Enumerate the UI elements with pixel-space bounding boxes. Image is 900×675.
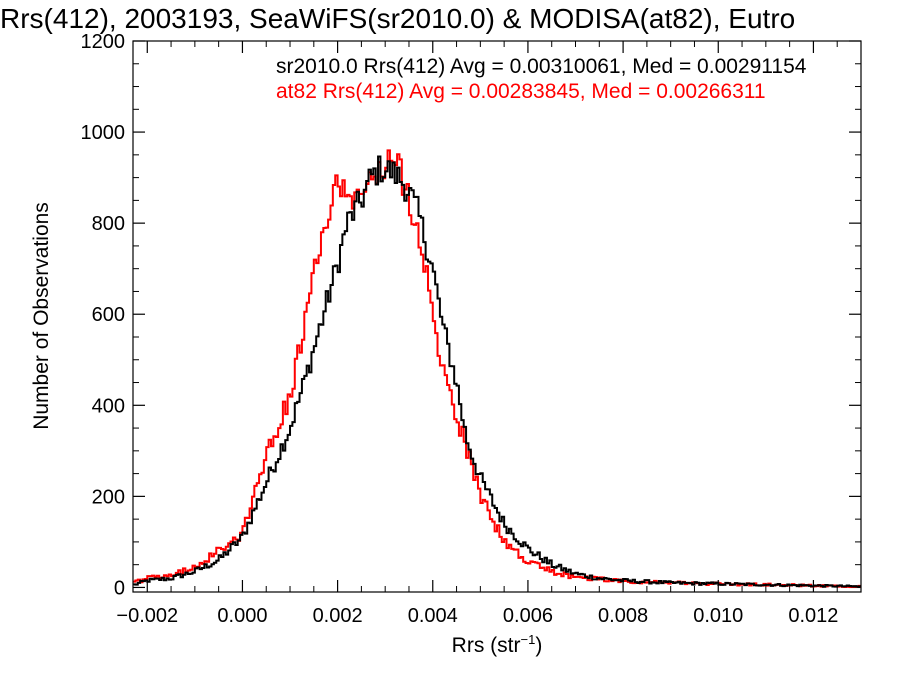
plot-frame (132, 40, 862, 593)
chart-title: Rrs(412), 2003193, SeaWiFS(sr2010.0) & M… (0, 3, 795, 34)
y-tick-label: 0 (114, 577, 125, 599)
x-axis-label-close: ) (535, 634, 542, 657)
x-axis-label-main: Rrs (str (452, 634, 521, 657)
y-tick-label: 200 (92, 486, 125, 508)
x-axis-label: Rrs (str−1) (452, 632, 543, 657)
y-tick-label: 600 (92, 304, 125, 326)
x-tick-label: −0.002 (116, 605, 178, 627)
x-tick-label: 0.010 (693, 605, 743, 627)
y-axis-label: Number of Observations (30, 202, 53, 430)
x-tick-label: 0.006 (503, 605, 553, 627)
x-tick-label: 0.002 (313, 605, 363, 627)
annotation-at82: at82 Rrs(412) Avg = 0.00283845, Med = 0.… (276, 80, 766, 103)
y-tick-label: 1200 (81, 31, 126, 53)
y-tick-label: 800 (92, 213, 125, 235)
x-tick-label: 0.000 (217, 605, 267, 627)
axis-ticks: −0.002 0.000 0.002 0.004 0.006 0.008 0.010 0.01… (81, 31, 861, 627)
x-tick-label: 0.012 (788, 605, 838, 627)
series-line-sr2010-0 (133, 155, 861, 588)
x-axis-label-superscript: −1 (521, 632, 536, 647)
y-tick-label: 400 (92, 395, 125, 417)
x-tick-label: 0.008 (598, 605, 648, 627)
series-layer (133, 149, 861, 588)
series-line-at82 (133, 149, 861, 588)
y-tick-label: 1000 (81, 122, 126, 144)
annotation-sr2010: sr2010.0 Rrs(412) Avg = 0.00310061, Med … (276, 55, 807, 78)
x-tick-label: 0.004 (408, 605, 458, 627)
